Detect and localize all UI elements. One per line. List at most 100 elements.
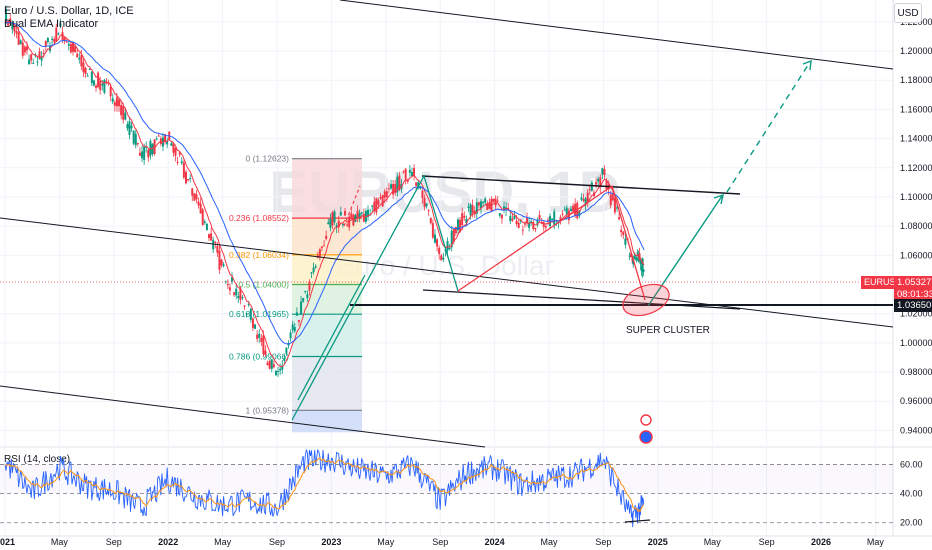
price-axis-label: 0.94000 [900,425,932,435]
candle-body [283,357,286,361]
price-axis-label: 1.16000 [900,104,932,114]
fib-level-label: 0.236 (1.08552) [229,213,289,223]
candle-body [494,198,497,206]
candle-body [337,220,340,228]
candle-body [360,212,363,214]
time-axis-label: May [704,537,722,547]
candle-body [118,99,121,107]
candle-body [231,277,234,282]
candle-body [346,224,349,226]
candle-body [513,215,516,219]
candle-body [258,333,261,338]
candle-body [300,301,303,315]
super-cluster-ellipse [622,283,670,317]
candle-body [141,151,144,159]
candle-body [448,248,451,250]
rsi-level-label: 20.00 [900,518,923,528]
candle-body [205,223,208,231]
candle-body [281,365,284,370]
candle-body [446,241,449,251]
fib-zone-extension [292,410,362,433]
candle-body [350,213,353,218]
candle-body [61,32,64,41]
candle-body [498,213,501,216]
candle-body [469,204,472,216]
candle-body [515,220,518,224]
candle-body [115,97,118,107]
candle-body [381,194,384,207]
candle-body [356,210,359,219]
fib-level-label: 0.5 (1.04000) [238,280,289,290]
fib-zone [292,254,362,285]
candle-body [383,191,386,198]
candle-body [398,175,401,191]
candle-body [237,295,240,298]
candle-body [339,211,342,216]
candle-body [341,223,344,225]
candle-body [561,213,564,215]
range-top-line [421,175,741,195]
candle-body [375,198,378,213]
candle-body [631,259,634,261]
candle-body [72,42,74,52]
candle-body [241,297,244,299]
candle-body [38,51,41,59]
currency-button[interactable]: USD [894,3,922,23]
candle-body [21,42,24,56]
candle-body [475,202,478,214]
time-axis-label: Sep [759,537,775,547]
candle-body [293,327,296,332]
candle-body [603,169,606,176]
candle-body [442,257,445,260]
rsi-band [0,464,893,494]
candle-body [17,32,20,45]
candle-body [425,203,428,207]
projection-arrowhead [713,193,724,205]
upper-channel-line [339,0,894,70]
candle-body [199,203,202,214]
candle-body [42,52,45,54]
candle-body [214,241,217,244]
candle-body [530,221,533,223]
candle-body [427,210,430,212]
candle-body [408,170,411,173]
rsi-level-label: 40.00 [900,489,923,499]
candle-body [611,193,614,201]
candle-body [109,86,112,97]
candle-body [124,112,127,120]
candle-body [496,200,499,202]
candle-body [582,199,585,201]
candle-body [19,40,22,45]
candle-body [526,217,529,224]
time-axis-label: 2026 [811,537,831,547]
candle-body [421,190,424,198]
candle-body [639,260,642,265]
candle-body [130,125,133,129]
candle-body [318,249,321,257]
candle-body [454,227,457,234]
candle-body [143,146,146,160]
time-axis-label: Sep [595,537,611,547]
candle-body [270,359,273,369]
candle-body [553,211,556,225]
time-axis-label: Sep [269,537,285,547]
candle-body [310,272,313,274]
time-axis-label: 2023 [321,537,341,547]
candle-body [473,210,476,214]
candle-body [86,75,89,77]
candle-body [15,31,18,34]
candle-body [565,207,568,215]
candle-body [635,257,638,261]
candle-body [195,194,198,200]
rsi-ma-line [4,457,644,513]
candle-body [440,255,443,261]
price-axis-label: 1.20000 [900,46,932,56]
candle-body [544,226,547,228]
candle-body [459,219,462,232]
candle-body [134,133,137,146]
candle-body [65,41,68,43]
time-axis-label: May [214,537,232,547]
candle-body [325,235,328,239]
candle-body [136,143,139,145]
